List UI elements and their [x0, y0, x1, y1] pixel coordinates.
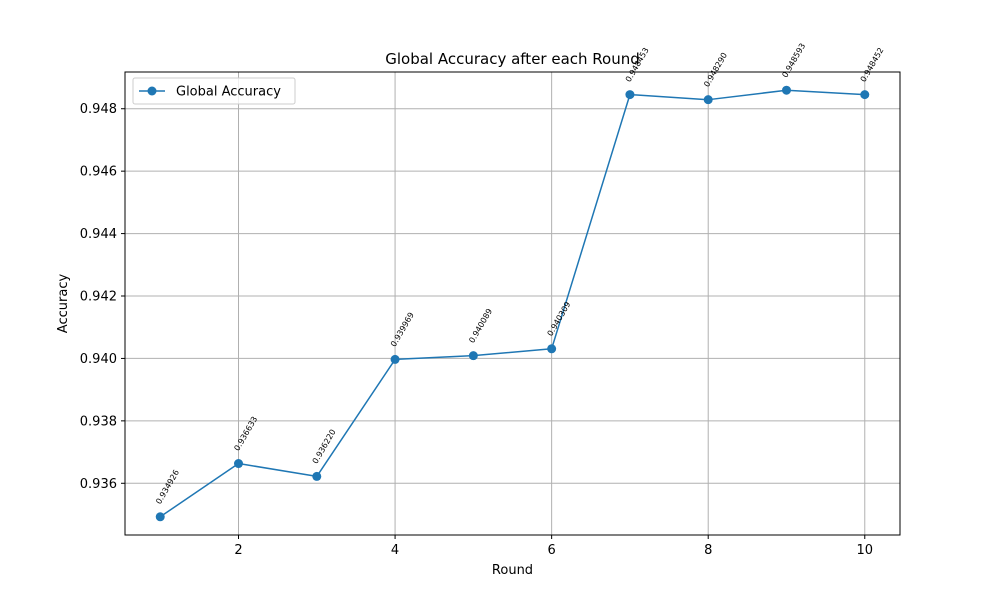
data-point: [155, 512, 165, 522]
y-tick-label: 0.942: [80, 290, 117, 305]
legend-marker-swatch: [147, 86, 157, 96]
y-tick-label: 0.938: [80, 414, 117, 429]
data-point: [234, 459, 244, 469]
legend-label: Global Accuracy: [176, 85, 281, 100]
data-point: [312, 471, 322, 481]
x-tick-label: 8: [704, 543, 712, 558]
chart-title: Global Accuracy after each Round: [385, 50, 640, 68]
y-tick-label: 0.940: [80, 352, 117, 367]
x-tick-label: 4: [391, 543, 399, 558]
marker-layer: [155, 85, 870, 522]
y-tick-label: 0.944: [80, 227, 117, 242]
data-point: [468, 351, 478, 361]
x-tick-label: 2: [234, 543, 242, 558]
x-axis-title: Round: [492, 563, 533, 578]
x-tick-label: 6: [548, 543, 556, 558]
x-tick-label: 10: [856, 543, 873, 558]
plot-frame: [124, 71, 901, 536]
grid-layer: [125, 72, 900, 535]
line-layer: [159, 89, 865, 518]
y-tick-label: 0.936: [80, 477, 117, 492]
y-axis-title: Accuracy: [56, 274, 71, 334]
series-line: [159, 89, 865, 518]
y-tick-label: 0.948: [80, 102, 117, 117]
legend: Global Accuracy: [132, 77, 296, 105]
data-point: [547, 344, 557, 354]
data-point: [703, 95, 713, 105]
data-point: [625, 90, 635, 100]
data-point: [390, 354, 400, 364]
tick-layer: 2 4 6 8 10 0.936 0.938 0.940 0.942 0.944 0.946 0.94…: [80, 102, 873, 558]
y-tick-label: 0.946: [80, 165, 117, 180]
data-point: [860, 90, 870, 100]
legend-box: [132, 77, 296, 105]
data-point: [781, 85, 791, 95]
